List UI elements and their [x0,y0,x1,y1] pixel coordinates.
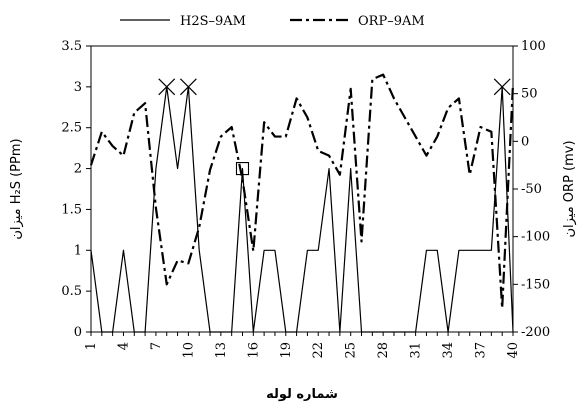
marker-layer [158,78,511,176]
y-axis-title-left: میزان H₂S (PPm) [9,138,24,239]
right-axis: -200 -150 -100 -50 0 50 100 [513,39,550,340]
x-tick-label: 22 [311,342,326,359]
series-line-h2s [90,86,514,333]
right-tick-label: -50 [521,182,542,197]
right-tick-label: 100 [521,39,546,54]
left-tick-label: 2.5 [61,121,82,136]
x-tick-label: 28 [376,342,391,359]
x-tick-label: 31 [409,342,424,359]
x-tick-label: 34 [441,342,456,359]
x-tick-label: 19 [279,342,294,359]
y-axis-title-right: میزان ORP (mv) [562,140,577,237]
left-axis: 0 0.5 1 1.5 2 2.5 3 3.5 [61,39,91,340]
right-tick-label: -100 [521,230,550,245]
legend-label-orp: ORP–9AM [358,14,425,29]
square-marker [235,162,250,176]
right-tick-label: 0 [521,134,529,149]
right-tick-label: 50 [521,87,538,102]
x-tick-label: 7 [149,342,164,350]
left-tick-label: 1 [74,243,82,258]
series-line-orp [89,73,515,310]
left-tick-label: 2 [74,162,82,177]
x-tick-label: 16 [246,342,261,359]
left-tick-label: 0.5 [61,284,82,299]
right-tick-label: -150 [521,277,550,292]
left-tick-label: 3 [74,80,82,95]
x-tick-label: 25 [344,342,359,359]
x-axis-title: شماره لوله [266,387,338,402]
x-marker [493,78,511,96]
series-layer [89,73,515,333]
x-tick-label: 13 [214,342,229,359]
left-tick-label: 3.5 [61,39,82,54]
x-tick-label: 37 [474,342,489,359]
left-tick-label: 1.5 [61,202,82,217]
x-marker [179,78,197,96]
x-tick-label: 4 [116,342,131,350]
left-tick-label: 0 [74,325,82,340]
legend-label-h2s: H2S–9AM [180,14,246,29]
x-tick-label: 40 [506,342,521,359]
x-marker [158,78,176,96]
x-tick-label: 10 [181,342,196,359]
x-tick-label: 1 [84,342,99,350]
x-axis: 1 4 7 10 13 16 19 22 25 28 31 34 37 40 [84,332,521,359]
legend: H2S–9AM ORP–9AM [120,14,425,29]
right-tick-label: -200 [521,325,550,340]
